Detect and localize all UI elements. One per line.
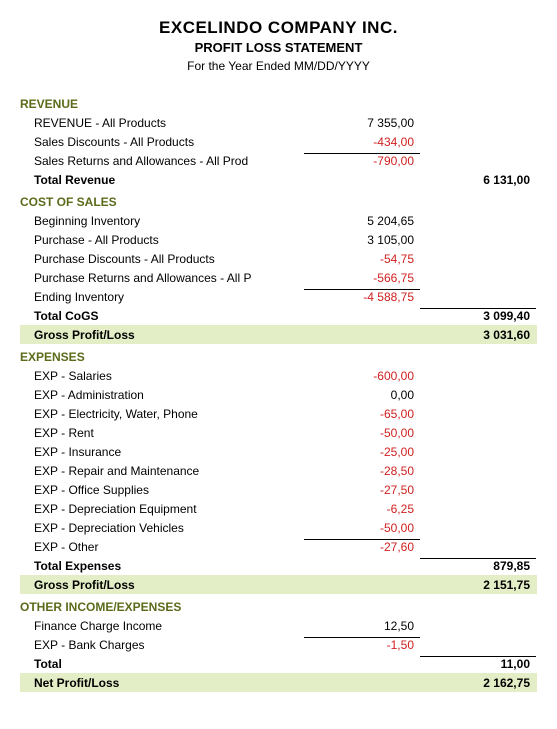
item-value: 5 204,65 <box>304 214 420 228</box>
line-item: EXP - Salaries -600,00 <box>20 366 537 385</box>
total-label: Total <box>20 657 304 671</box>
item-value: -27,60 <box>304 539 420 554</box>
item-value: -4 588,75 <box>304 289 420 304</box>
net-profit-row: Net Profit/Loss 2 162,75 <box>20 673 537 692</box>
item-value: -28,50 <box>304 464 420 478</box>
line-item: Beginning Inventory 5 204,65 <box>20 211 537 230</box>
item-label: EXP - Electricity, Water, Phone <box>20 407 304 421</box>
item-label: EXP - Other <box>20 540 304 554</box>
total-expenses-row: Total Expenses 879,85 <box>20 556 537 575</box>
line-item: EXP - Other -27,60 <box>20 537 537 556</box>
company-name: EXCELINDO COMPANY INC. <box>20 18 537 38</box>
total-revenue-row: Total Revenue 6 131,00 <box>20 170 537 189</box>
item-label: EXP - Repair and Maintenance <box>20 464 304 478</box>
item-value: -600,00 <box>304 369 420 383</box>
item-label: Beginning Inventory <box>20 214 304 228</box>
line-item: Purchase - All Products 3 105,00 <box>20 230 537 249</box>
section-head-other: OTHER INCOME/EXPENSES <box>20 600 537 614</box>
item-value: -54,75 <box>304 252 420 266</box>
line-item: EXP - Rent -50,00 <box>20 423 537 442</box>
line-item: EXP - Insurance -25,00 <box>20 442 537 461</box>
item-label: Purchase - All Products <box>20 233 304 247</box>
net-value: 2 162,75 <box>420 676 536 690</box>
line-item: EXP - Depreciation Equipment -6,25 <box>20 499 537 518</box>
line-item: EXP - Office Supplies -27,50 <box>20 480 537 499</box>
total-value: 6 131,00 <box>420 173 536 187</box>
item-value: -1,50 <box>304 637 420 652</box>
total-other-row: Total 11,00 <box>20 654 537 673</box>
item-label: Finance Charge Income <box>20 619 304 633</box>
gross-profit-row-2: Gross Profit/Loss 2 151,75 <box>20 575 537 594</box>
line-item: EXP - Administration 0,00 <box>20 385 537 404</box>
line-item: EXP - Electricity, Water, Phone -65,00 <box>20 404 537 423</box>
item-value: -50,00 <box>304 521 420 535</box>
total-value: 879,85 <box>420 558 536 573</box>
item-value: -434,00 <box>304 135 420 149</box>
item-label: Sales Returns and Allowances - All Prod <box>20 154 304 168</box>
report-period: For the Year Ended MM/DD/YYYY <box>20 59 537 73</box>
item-value: -6,25 <box>304 502 420 516</box>
item-value: -50,00 <box>304 426 420 440</box>
line-item: Sales Returns and Allowances - All Prod … <box>20 151 537 170</box>
item-label: EXP - Depreciation Equipment <box>20 502 304 516</box>
total-value: 11,00 <box>420 656 536 671</box>
item-value: -566,75 <box>304 271 420 285</box>
line-item: Purchase Discounts - All Products -54,75 <box>20 249 537 268</box>
line-item: EXP - Depreciation Vehicles -50,00 <box>20 518 537 537</box>
report-header: EXCELINDO COMPANY INC. PROFIT LOSS STATE… <box>20 18 537 73</box>
total-label: Total Expenses <box>20 559 304 573</box>
line-item: EXP - Bank Charges -1,50 <box>20 635 537 654</box>
item-label: Purchase Discounts - All Products <box>20 252 304 266</box>
total-label: Total Revenue <box>20 173 304 187</box>
item-label: REVENUE - All Products <box>20 116 304 130</box>
item-value: -790,00 <box>304 153 420 168</box>
line-item: EXP - Repair and Maintenance -28,50 <box>20 461 537 480</box>
item-label: EXP - Administration <box>20 388 304 402</box>
item-label: EXP - Rent <box>20 426 304 440</box>
line-item: Purchase Returns and Allowances - All P … <box>20 268 537 287</box>
gross-value: 2 151,75 <box>420 578 536 592</box>
item-label: EXP - Bank Charges <box>20 638 304 652</box>
section-head-cogs: COST OF SALES <box>20 195 537 209</box>
item-value: -25,00 <box>304 445 420 459</box>
item-label: EXP - Insurance <box>20 445 304 459</box>
report-title: PROFIT LOSS STATEMENT <box>20 40 537 55</box>
item-value: 7 355,00 <box>304 116 420 130</box>
item-label: Sales Discounts - All Products <box>20 135 304 149</box>
item-label: EXP - Office Supplies <box>20 483 304 497</box>
line-item: Ending Inventory -4 588,75 <box>20 287 537 306</box>
gross-value: 3 031,60 <box>420 328 536 342</box>
item-value: -27,50 <box>304 483 420 497</box>
gross-label: Gross Profit/Loss <box>20 328 304 342</box>
gross-label: Gross Profit/Loss <box>20 578 304 592</box>
item-label: EXP - Salaries <box>20 369 304 383</box>
item-value: -65,00 <box>304 407 420 421</box>
line-item: Finance Charge Income 12,50 <box>20 616 537 635</box>
item-value: 12,50 <box>304 619 420 633</box>
section-head-expenses: EXPENSES <box>20 350 537 364</box>
net-label: Net Profit/Loss <box>20 676 304 690</box>
item-label: Purchase Returns and Allowances - All P <box>20 271 304 285</box>
section-head-revenue: REVENUE <box>20 97 537 111</box>
item-value: 0,00 <box>304 388 420 402</box>
total-value: 3 099,40 <box>420 308 536 323</box>
item-value: 3 105,00 <box>304 233 420 247</box>
total-cogs-row: Total CoGS 3 099,40 <box>20 306 537 325</box>
line-item: REVENUE - All Products 7 355,00 <box>20 113 537 132</box>
item-label: Ending Inventory <box>20 290 304 304</box>
line-item: Sales Discounts - All Products -434,00 <box>20 132 537 151</box>
total-label: Total CoGS <box>20 309 304 323</box>
item-label: EXP - Depreciation Vehicles <box>20 521 304 535</box>
gross-profit-row: Gross Profit/Loss 3 031,60 <box>20 325 537 344</box>
